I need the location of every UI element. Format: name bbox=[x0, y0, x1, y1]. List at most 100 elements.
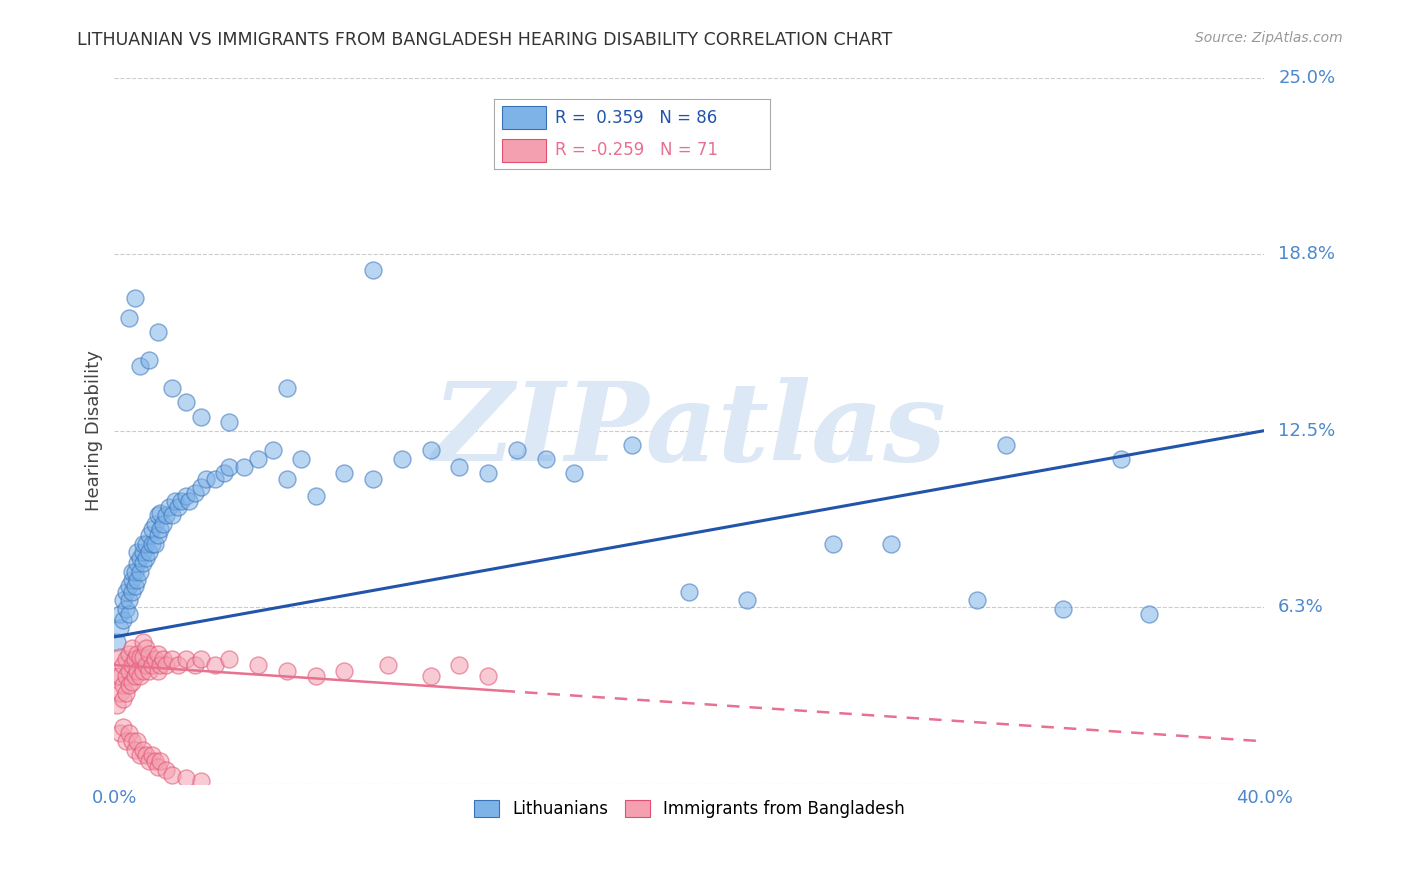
Point bbox=[276, 381, 298, 395]
Point bbox=[190, 409, 212, 424]
Point bbox=[124, 291, 146, 305]
Point bbox=[247, 451, 270, 466]
Point bbox=[391, 451, 413, 466]
Point bbox=[146, 325, 169, 339]
Point bbox=[132, 536, 155, 550]
Point bbox=[121, 734, 143, 748]
Point bbox=[112, 692, 135, 706]
Point bbox=[115, 652, 138, 666]
Point bbox=[146, 647, 169, 661]
Point bbox=[218, 460, 240, 475]
Point bbox=[361, 262, 384, 277]
Point bbox=[115, 734, 138, 748]
Point bbox=[174, 652, 197, 666]
Point bbox=[419, 443, 441, 458]
Point bbox=[160, 768, 183, 782]
Point bbox=[879, 536, 901, 550]
Point bbox=[823, 536, 845, 550]
Point bbox=[135, 748, 157, 763]
Y-axis label: Hearing Disability: Hearing Disability bbox=[86, 351, 103, 511]
Point bbox=[138, 528, 160, 542]
Point bbox=[232, 460, 254, 475]
Point bbox=[121, 574, 143, 588]
Point bbox=[105, 635, 128, 649]
Point bbox=[477, 669, 499, 683]
Point bbox=[124, 669, 146, 683]
Point bbox=[127, 734, 149, 748]
Point bbox=[115, 669, 138, 683]
Point bbox=[127, 545, 149, 559]
Point bbox=[190, 480, 212, 494]
Text: 18.8%: 18.8% bbox=[1278, 245, 1336, 263]
Point bbox=[118, 310, 141, 325]
Point bbox=[112, 658, 135, 673]
Point bbox=[138, 647, 160, 661]
Point bbox=[105, 698, 128, 712]
Point bbox=[138, 664, 160, 678]
Point bbox=[174, 771, 197, 785]
Point bbox=[129, 359, 152, 373]
Point bbox=[146, 528, 169, 542]
Point bbox=[141, 658, 163, 673]
Point bbox=[143, 652, 166, 666]
Point bbox=[149, 506, 172, 520]
Point bbox=[143, 516, 166, 531]
Point bbox=[534, 451, 557, 466]
Point bbox=[190, 652, 212, 666]
Point bbox=[160, 381, 183, 395]
Point bbox=[115, 601, 138, 615]
Point bbox=[152, 516, 174, 531]
Point bbox=[124, 743, 146, 757]
Point bbox=[129, 550, 152, 565]
Point bbox=[112, 720, 135, 734]
Point bbox=[146, 508, 169, 523]
Point bbox=[118, 607, 141, 622]
Point bbox=[132, 664, 155, 678]
Point bbox=[108, 607, 131, 622]
Point bbox=[184, 485, 207, 500]
Point bbox=[127, 557, 149, 571]
Text: 6.3%: 6.3% bbox=[1278, 599, 1324, 616]
Point bbox=[135, 550, 157, 565]
Point bbox=[155, 658, 177, 673]
Point bbox=[129, 748, 152, 763]
Point bbox=[994, 438, 1017, 452]
Point bbox=[305, 489, 328, 503]
Point bbox=[141, 523, 163, 537]
Point bbox=[115, 686, 138, 700]
Point bbox=[129, 565, 152, 579]
Point bbox=[132, 649, 155, 664]
Point bbox=[132, 557, 155, 571]
Point bbox=[127, 664, 149, 678]
Point bbox=[138, 545, 160, 559]
Point bbox=[124, 652, 146, 666]
Point bbox=[174, 395, 197, 409]
Point bbox=[190, 773, 212, 788]
Point bbox=[146, 760, 169, 774]
Point bbox=[1052, 601, 1074, 615]
Point bbox=[195, 472, 218, 486]
Point bbox=[118, 678, 141, 692]
Point bbox=[108, 621, 131, 635]
Point bbox=[108, 649, 131, 664]
Point bbox=[377, 658, 399, 673]
Point bbox=[160, 508, 183, 523]
Point bbox=[108, 686, 131, 700]
Point bbox=[449, 460, 471, 475]
Point bbox=[155, 763, 177, 777]
Point bbox=[184, 658, 207, 673]
Point bbox=[121, 641, 143, 656]
Point bbox=[204, 658, 226, 673]
Point bbox=[132, 743, 155, 757]
Point bbox=[333, 664, 356, 678]
Point bbox=[105, 669, 128, 683]
Point bbox=[290, 451, 312, 466]
Point bbox=[146, 664, 169, 678]
Point bbox=[135, 658, 157, 673]
Text: 12.5%: 12.5% bbox=[1278, 422, 1336, 440]
Text: LITHUANIAN VS IMMIGRANTS FROM BANGLADESH HEARING DISABILITY CORRELATION CHART: LITHUANIAN VS IMMIGRANTS FROM BANGLADESH… bbox=[77, 31, 893, 49]
Point bbox=[564, 466, 586, 480]
Point bbox=[112, 613, 135, 627]
Point bbox=[141, 536, 163, 550]
Point bbox=[143, 536, 166, 550]
